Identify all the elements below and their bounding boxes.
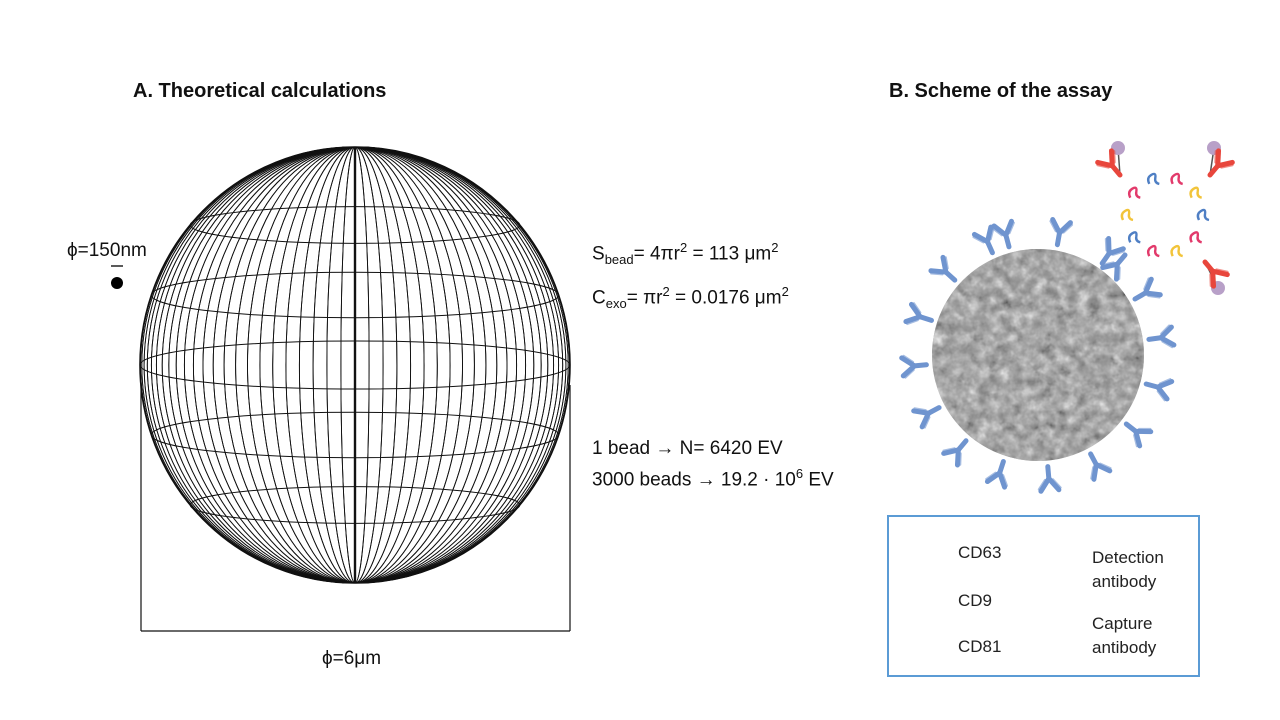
legend: [887, 515, 1200, 677]
tetraspanin-marker: [1196, 208, 1210, 222]
tetraspanin-marker: [1146, 244, 1160, 258]
tetraspanin-marker: [1120, 208, 1134, 222]
bead-diameter-label: ϕ=6μm: [322, 648, 382, 669]
coverage-equation: Cexo= πr2 = 0.0176 μm2: [592, 284, 789, 311]
capture-antibody: [1081, 449, 1112, 481]
tetraspanin-marker: [1189, 186, 1203, 199]
capture-antibody: [913, 398, 945, 429]
legend-cd63-label: CD63: [958, 543, 1002, 562]
detection-antibody: [1202, 150, 1234, 183]
many-beads-suffix: EV: [803, 469, 834, 491]
panel-a-title: A. Theoretical calculations: [133, 80, 387, 102]
bead: [932, 249, 1144, 461]
coverage-symbol: C: [592, 287, 606, 309]
capture-antibody: [986, 458, 1014, 488]
capture-antibody: [1120, 415, 1152, 447]
legend-capture-label-2: antibody: [1092, 638, 1157, 657]
surface-equation: Sbead= 4πr2 = 113 μm2: [592, 240, 778, 267]
coverage-expression: = πr: [626, 287, 663, 309]
sphere-parallel: [139, 340, 571, 390]
sphere-parallel: [189, 486, 521, 524]
detection-antibody: [1096, 150, 1128, 183]
sphere-parallel: [189, 206, 521, 244]
capture-antibody: [1130, 277, 1162, 308]
panel-b-title: B. Scheme of the assay: [889, 80, 1113, 102]
legend-capture-label-1: Capture: [1092, 614, 1153, 633]
many-beads-prefix: 3000 beads → 19.2 · 10: [592, 469, 796, 491]
coverage-unit-exponent: 2: [781, 284, 789, 299]
capture-antibody: [1047, 219, 1073, 246]
capture-antibody: [1143, 373, 1172, 400]
capture-antibody: [1147, 325, 1174, 350]
surface-exponent: 2: [680, 240, 688, 255]
capture-antibody: [942, 434, 974, 467]
legend-detection-label-2: antibody: [1092, 572, 1157, 591]
surface-symbol: S: [592, 243, 605, 265]
legend-cd81-label: CD81: [958, 637, 1002, 656]
sphere-meridians: [139, 146, 571, 584]
tetraspanin-marker: [1170, 244, 1184, 258]
surface-unit-exponent: 2: [771, 240, 779, 255]
coverage-result: = 0.0176 μm: [669, 287, 782, 309]
detection-antibody: [1197, 255, 1229, 288]
surface-result: = 113 μm: [687, 243, 772, 265]
coverage-subscript: exo: [605, 296, 627, 312]
capture-antibody: [905, 303, 935, 331]
sphere-parallel: [150, 271, 560, 319]
tetraspanin-marker: [1189, 231, 1203, 244]
capture-antibody: [1037, 466, 1061, 492]
capture-antibody: [992, 221, 1019, 250]
surface-subscript: bead: [604, 252, 634, 268]
many-beads-line: 3000 beads → 19.2 · 106 EV: [592, 466, 834, 491]
tetraspanin-marker: [1127, 186, 1141, 199]
tetraspanin-marker: [1170, 172, 1184, 186]
sphere-parallel: [150, 411, 560, 459]
tetraspanin-marker: [1127, 231, 1141, 244]
exosome-dot: [111, 277, 123, 289]
exosome-detection-complex: [1096, 141, 1234, 295]
coverage-exponent: 2: [662, 284, 670, 299]
legend-detection-label-1: Detection: [1092, 548, 1164, 567]
surface-expression: = 4πr: [633, 243, 680, 265]
capture-antibody: [902, 354, 928, 378]
many-beads-exponent: 6: [795, 466, 804, 481]
small-diameter-label: ϕ=150nm: [67, 240, 147, 261]
tetraspanin-marker: [1146, 172, 1160, 186]
one-bead-line: 1 bead → N= 6420 EV: [592, 438, 783, 459]
capture-antibody: [930, 256, 963, 288]
legend-cd9-label: CD9: [958, 591, 993, 610]
